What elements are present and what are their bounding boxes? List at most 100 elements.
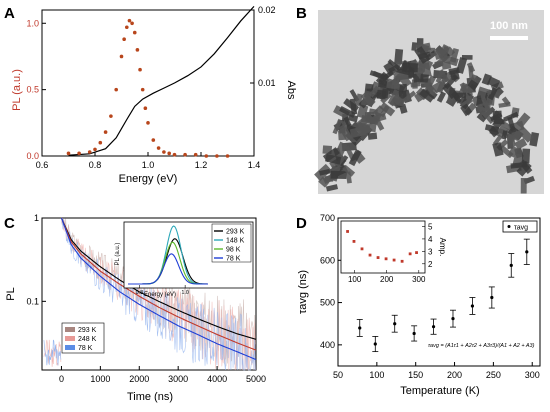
pl-point — [132, 30, 137, 35]
nanoparticle — [492, 134, 503, 146]
nanoparticle — [330, 170, 347, 179]
legend-swatch — [65, 336, 75, 341]
pl-point — [130, 21, 134, 26]
nanoparticle — [319, 168, 331, 176]
nanoparticle — [488, 126, 500, 138]
inset-y-ticks: 2 3 4 5 — [422, 222, 433, 269]
nanoparticle — [435, 74, 443, 84]
y-tick-label: 400 — [320, 340, 335, 350]
panel-d-x-ticks: 50 100 150 200 250 300 — [333, 362, 540, 380]
nanoparticle — [442, 54, 459, 67]
nanoparticle — [387, 58, 402, 71]
decay-noise-trace — [61, 217, 256, 371]
nanoparticle — [325, 184, 339, 192]
y-tick-label: 600 — [320, 255, 335, 265]
x-tick-label: 50 — [333, 370, 343, 380]
nanoparticle — [322, 147, 340, 163]
nanoparticle — [517, 126, 534, 143]
pl-point — [119, 54, 124, 59]
legend-label: τavg — [514, 225, 528, 232]
inset-y-tick-label: 3 — [428, 247, 433, 256]
legend-swatch — [65, 327, 75, 332]
pl-point — [204, 154, 209, 158]
inset-x-tick-label: 300 — [412, 275, 426, 284]
nanoparticle — [414, 46, 431, 64]
panel-d-inset-frame — [340, 220, 426, 274]
panel-c-xlabel: Time (ns) — [127, 391, 173, 403]
legend-marker — [507, 225, 511, 228]
nanoparticle — [478, 86, 492, 95]
nanoparticle — [492, 142, 504, 157]
panel-d: D 50 100 150 200 250 300 400 500 600 700 Tempera… — [296, 213, 541, 397]
legend-swatch — [65, 345, 75, 350]
y-tick-label: 0.1 — [26, 296, 39, 306]
pl-point — [127, 18, 132, 23]
amp-point — [346, 230, 349, 233]
inset-legend-label: 293 K — [226, 229, 245, 236]
nanoparticle — [512, 130, 522, 142]
panel-a-y2label: Abs — [285, 81, 297, 100]
nanoparticle — [381, 88, 389, 99]
nanoparticle — [368, 85, 380, 98]
nanoparticle — [364, 111, 372, 121]
nanoparticle — [438, 69, 450, 83]
inset-ylabel: Amp. — [438, 238, 447, 257]
nanoparticle — [426, 75, 437, 86]
x-tick-label: 1.2 — [195, 160, 208, 170]
legend-label: 78 K — [78, 345, 93, 352]
x-tick-label: 5000 — [246, 374, 266, 384]
nanoparticle — [379, 105, 390, 118]
y2-tick-label: 0.02 — [258, 5, 276, 15]
amp-point — [415, 251, 418, 254]
nanoparticle — [459, 82, 469, 93]
x-tick-label: 250 — [486, 370, 501, 380]
tau-point — [373, 342, 377, 346]
nanoparticle — [501, 130, 508, 140]
nanoparticle — [467, 79, 479, 90]
y2-tick-label: 0.01 — [258, 78, 276, 88]
nanoparticle — [503, 111, 519, 122]
y-tick-label: 1.0 — [26, 18, 39, 28]
pl-point — [114, 87, 118, 92]
pl-point — [98, 140, 103, 145]
absorbance-line — [68, 5, 255, 156]
nanoparticle — [423, 82, 434, 93]
inset-legend-label: 78 K — [226, 256, 241, 263]
tau-point — [490, 295, 494, 300]
nanoparticle — [442, 82, 458, 100]
panel-d-xlabel: Temperature (K) — [400, 385, 479, 397]
nanoparticle — [484, 102, 491, 112]
nanoparticle — [457, 96, 467, 105]
scale-bar — [490, 36, 528, 40]
nanoparticle — [393, 76, 400, 88]
legend-label: 248 K — [78, 336, 97, 343]
nanoparticle — [333, 105, 350, 119]
panel-a-xlabel: Energy (eV) — [119, 173, 178, 185]
inset-x-tick-label: 200 — [380, 275, 394, 284]
pl-point — [193, 152, 198, 157]
nanoparticle — [380, 92, 392, 104]
pl-point — [156, 146, 161, 150]
nanoparticle — [399, 60, 411, 73]
nanoparticle — [343, 116, 352, 127]
pl-point — [167, 151, 171, 156]
pl-point — [109, 114, 113, 118]
decay-fit-78-K — [60, 217, 257, 361]
nanoparticle — [410, 81, 421, 88]
pl-point — [143, 106, 148, 111]
amp-point — [376, 256, 380, 259]
x-tick-label: 3000 — [168, 374, 188, 384]
pl-point — [125, 25, 129, 30]
inset-pl-spectra — [128, 225, 209, 285]
nanoparticle — [332, 118, 343, 135]
inset-x-ticks: 100 200 300 — [348, 270, 426, 284]
nanoparticle — [510, 161, 527, 169]
decay-fit-248-K — [60, 217, 257, 351]
inset-legend-label: 98 K — [226, 247, 241, 254]
nanoparticle — [436, 81, 446, 94]
panel-a-ylabel: PL (a.u.) — [11, 69, 23, 111]
nanoparticle — [434, 60, 444, 67]
panel-c-inset: 0.8 1.0 293 K 148 K 98 K 78 K Energy (eV) PL… — [115, 221, 254, 298]
